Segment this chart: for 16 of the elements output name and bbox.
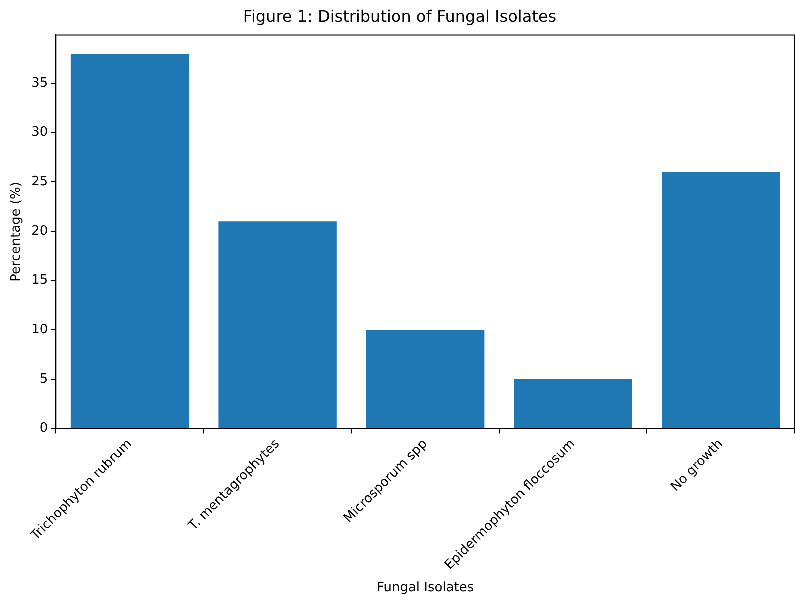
chart-title: Figure 1: Distribution of Fungal Isolates <box>243 6 557 26</box>
y-tick-label: 10 <box>32 322 48 338</box>
y-axis-title: Percentage (%) <box>9 182 24 282</box>
y-tick-label: 0 <box>40 421 48 436</box>
bar <box>366 330 485 428</box>
y-tick-label: 15 <box>32 273 48 288</box>
y-tick-label: 5 <box>40 372 48 387</box>
y-tick-label: 20 <box>32 224 48 239</box>
bar <box>514 379 632 428</box>
x-axis-title: Fungal Isolates <box>376 580 474 596</box>
y-tick-label: 25 <box>32 174 48 190</box>
y-tick-label: 35 <box>32 76 48 91</box>
bar <box>662 172 780 428</box>
bar <box>70 54 190 428</box>
bar <box>218 222 337 428</box>
y-tick-label: 30 <box>32 125 48 140</box>
